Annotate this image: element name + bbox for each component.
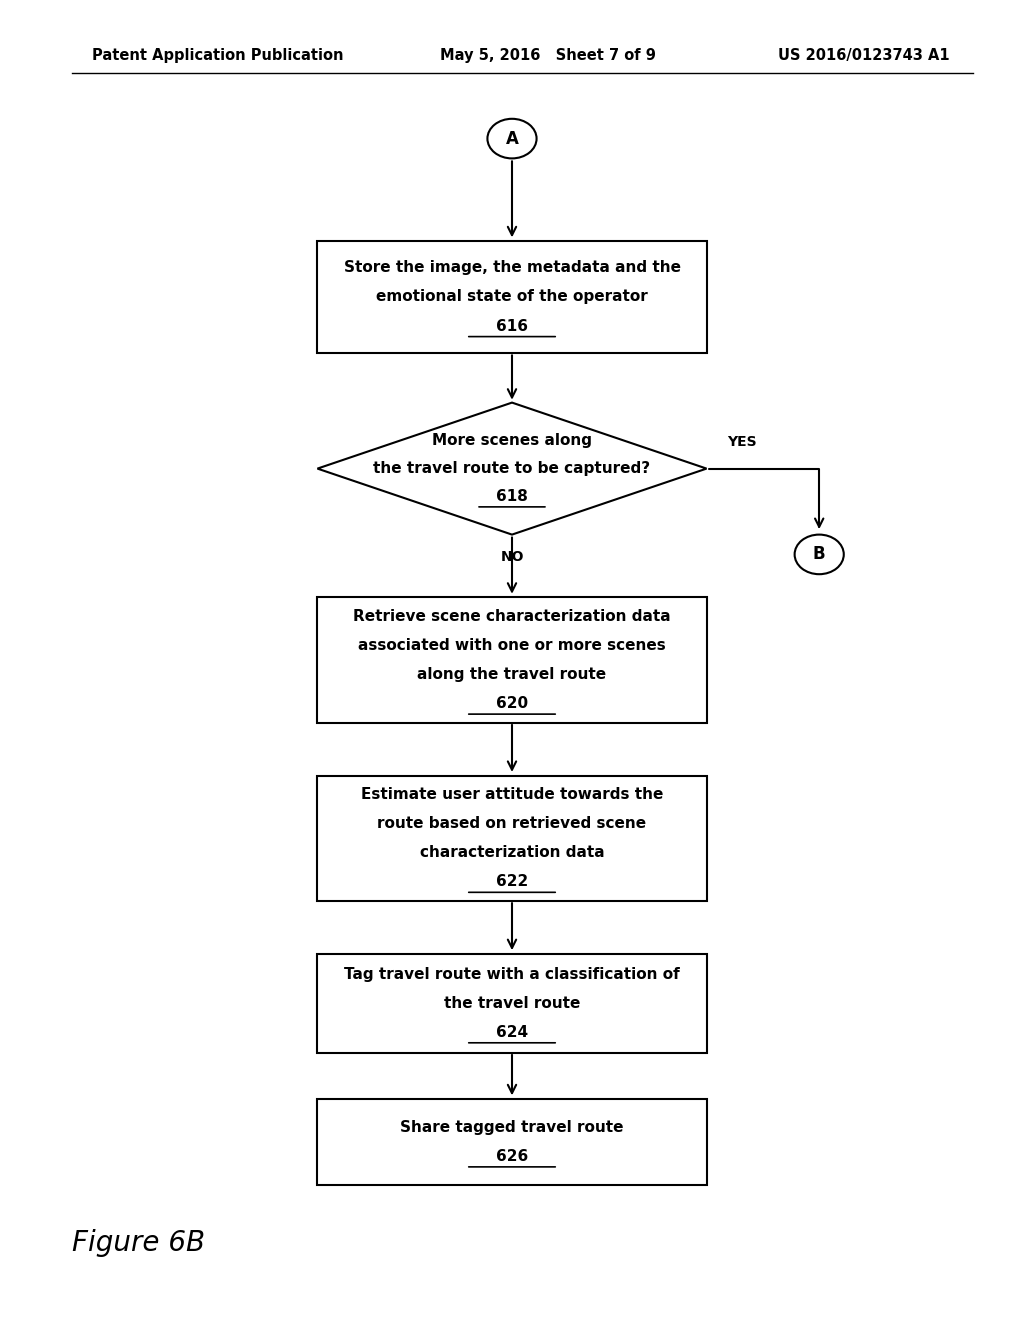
Text: 616: 616 [496, 318, 528, 334]
Text: 626: 626 [496, 1148, 528, 1164]
Text: Estimate user attitude towards the: Estimate user attitude towards the [360, 787, 664, 803]
Text: associated with one or more scenes: associated with one or more scenes [358, 638, 666, 653]
FancyBboxPatch shape [317, 597, 707, 722]
FancyBboxPatch shape [317, 953, 707, 1053]
FancyBboxPatch shape [317, 1098, 707, 1185]
Text: the travel route: the travel route [443, 995, 581, 1011]
Text: More scenes along: More scenes along [432, 433, 592, 449]
Text: 622: 622 [496, 874, 528, 890]
Text: Share tagged travel route: Share tagged travel route [400, 1119, 624, 1135]
Text: 624: 624 [496, 1024, 528, 1040]
Text: characterization data: characterization data [420, 845, 604, 861]
Text: A: A [506, 129, 518, 148]
Text: NO: NO [501, 550, 523, 564]
Text: Tag travel route with a classification of: Tag travel route with a classification o… [344, 966, 680, 982]
FancyBboxPatch shape [317, 242, 707, 352]
Text: emotional state of the operator: emotional state of the operator [376, 289, 648, 305]
Text: US 2016/0123743 A1: US 2016/0123743 A1 [778, 48, 950, 63]
Text: May 5, 2016   Sheet 7 of 9: May 5, 2016 Sheet 7 of 9 [440, 48, 656, 63]
Text: 618: 618 [496, 488, 528, 504]
Text: B: B [813, 545, 825, 564]
FancyBboxPatch shape [317, 776, 707, 900]
Text: YES: YES [728, 436, 757, 449]
Text: the travel route to be captured?: the travel route to be captured? [374, 461, 650, 477]
Text: Store the image, the metadata and the: Store the image, the metadata and the [343, 260, 681, 276]
Text: 620: 620 [496, 696, 528, 711]
Text: route based on retrieved scene: route based on retrieved scene [378, 816, 646, 832]
Ellipse shape [795, 535, 844, 574]
Ellipse shape [487, 119, 537, 158]
Text: Retrieve scene characterization data: Retrieve scene characterization data [353, 609, 671, 624]
Text: Figure 6B: Figure 6B [72, 1229, 205, 1258]
Text: along the travel route: along the travel route [418, 667, 606, 682]
Polygon shape [317, 403, 707, 535]
Text: Patent Application Publication: Patent Application Publication [92, 48, 344, 63]
